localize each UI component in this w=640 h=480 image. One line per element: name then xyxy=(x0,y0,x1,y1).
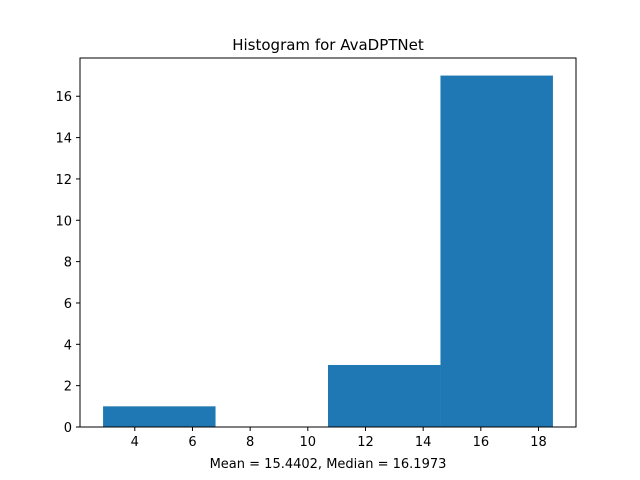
y-axis-ticks: 0 2 4 6 8 10 12 14 16 xyxy=(55,90,80,436)
y-tick-label: 12 xyxy=(55,173,72,188)
x-tick-label: 12 xyxy=(357,435,374,450)
histogram-bar xyxy=(103,406,216,427)
axes-frame xyxy=(79,57,577,428)
x-axis-label: Mean = 15.4402, Median = 16.1973 xyxy=(210,457,447,472)
x-tick-label: 4 xyxy=(131,435,139,450)
x-tick-label: 6 xyxy=(188,435,196,450)
y-tick-label: 14 xyxy=(55,132,72,147)
y-tick-label: 6 xyxy=(64,297,72,312)
chart-title: Histogram for AvaDPTNet xyxy=(232,36,424,54)
y-tick-label: 10 xyxy=(55,214,72,229)
x-tick-label: 8 xyxy=(246,435,254,450)
y-tick-label: 8 xyxy=(64,256,72,271)
y-tick-label: 16 xyxy=(55,90,72,105)
y-tick-label: 2 xyxy=(64,380,72,395)
x-tick-label: 16 xyxy=(473,435,490,450)
bars-group xyxy=(103,75,553,428)
histogram-bar xyxy=(328,364,441,427)
x-axis-ticks: 4 6 8 10 12 14 16 18 xyxy=(131,427,547,450)
y-tick-label: 4 xyxy=(64,338,72,353)
x-tick-label: 10 xyxy=(300,435,317,450)
x-tick-label: 18 xyxy=(530,435,547,450)
x-tick-label: 14 xyxy=(415,435,432,450)
y-tick-label: 0 xyxy=(64,421,72,436)
histogram-bar xyxy=(440,75,553,428)
